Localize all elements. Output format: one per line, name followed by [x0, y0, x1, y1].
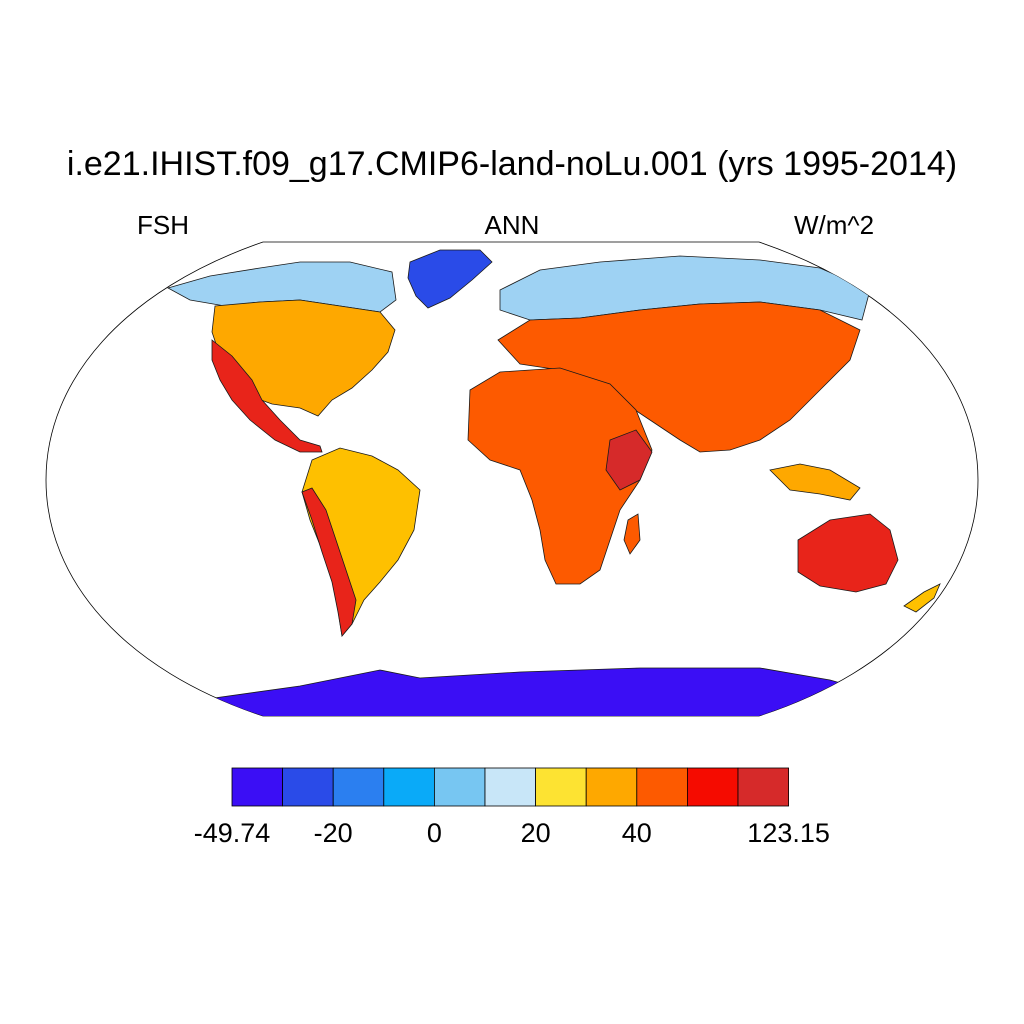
plot-title: i.e21.IHIST.f09_g17.CMIP6-land-noLu.001 … — [66, 145, 958, 183]
south-america-west — [301, 487, 357, 637]
colorbar-tick-label: 40 — [622, 818, 652, 848]
colorbar-box-7 — [585, 767, 638, 807]
colorbar-box-4 — [433, 767, 486, 807]
africa — [467, 367, 653, 585]
australia — [797, 513, 899, 593]
colorbar-box-6 — [535, 767, 587, 807]
colorbar-tick-label: 20 — [521, 818, 551, 848]
colorbar-box-3 — [383, 767, 435, 807]
colorbar-box-5 — [484, 767, 536, 807]
colorbar-box-2 — [332, 767, 385, 807]
greenland — [407, 249, 493, 309]
colorbar-tick-label: -20 — [314, 818, 353, 848]
madagascar — [623, 513, 641, 555]
antarctica — [46, 667, 978, 716]
colorbar-box-1 — [282, 767, 334, 807]
colorbar-tick-label: -49.74 — [194, 818, 271, 848]
variable-label: FSH — [137, 210, 189, 240]
colorbar-tick-label: 123.15 — [747, 818, 830, 848]
units-label: W/m^2 — [794, 210, 875, 240]
southwest-us — [211, 339, 323, 453]
colorbar-box-0 — [231, 767, 283, 807]
colorbar-box-8 — [636, 767, 688, 807]
season-label: ANN — [484, 210, 540, 240]
new-zealand — [903, 583, 941, 613]
southeast-asia — [769, 463, 861, 501]
colorbar-box-9 — [687, 767, 739, 807]
colorbar-tick-label: 0 — [427, 818, 442, 848]
horn-of-africa — [605, 429, 653, 491]
colorbar-box-10 — [737, 767, 789, 807]
